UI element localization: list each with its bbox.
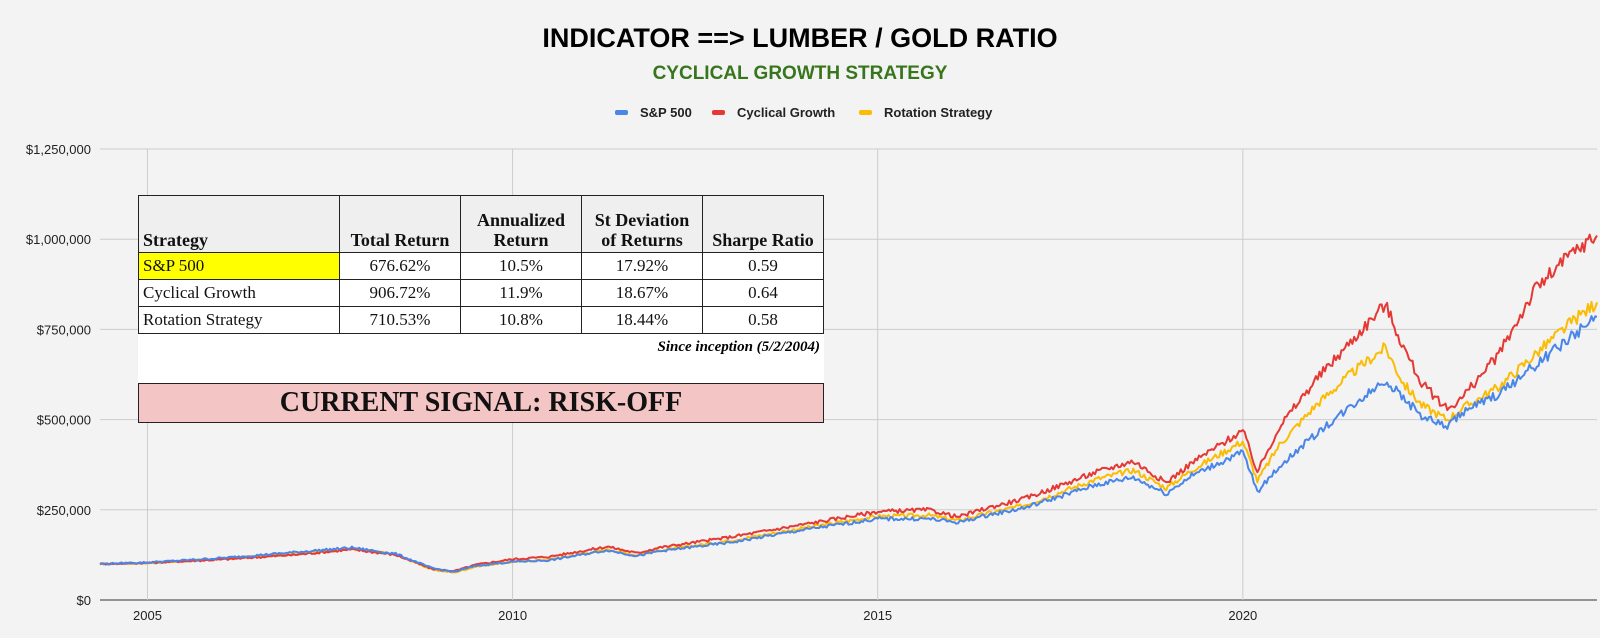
table-cell: 18.44% <box>581 306 703 334</box>
legend: S&P 500 Cyclical Growth Rotation Strategy <box>615 105 993 120</box>
y-tick-label: $1,000,000 <box>26 232 91 247</box>
plot-area <box>99 233 1598 574</box>
table-cell: 676.62% <box>339 252 461 280</box>
header-strategy: Strategy <box>138 195 340 253</box>
chart-subtitle: CYCLICAL GROWTH STRATEGY <box>653 63 948 84</box>
table-header-row: Strategy Total Return Annualized Return … <box>138 195 824 253</box>
table-cell: 0.64 <box>702 279 824 307</box>
performance-summary: Strategy Total Return Annualized Return … <box>138 195 824 423</box>
table-cell: 710.53% <box>339 306 461 334</box>
y-tick-label: $250,000 <box>37 503 91 518</box>
header-annualized-return: Annualized Return <box>460 195 582 253</box>
legend-label: Cyclical Growth <box>737 105 835 120</box>
table-cell: 10.5% <box>460 252 582 280</box>
table-cell: 10.8% <box>460 306 582 334</box>
table-cell: 18.67% <box>581 279 703 307</box>
header-st-deviation: St Deviation of Returns <box>581 195 703 253</box>
legend-label: Rotation Strategy <box>884 105 993 120</box>
table-cell: 0.59 <box>702 252 824 280</box>
y-tick-label: $500,000 <box>37 413 91 428</box>
header-total-return: Total Return <box>339 195 461 253</box>
series-line-s-p-500 <box>99 315 1598 573</box>
x-axis: 2005 2010 2015 2020 <box>133 608 1257 623</box>
y-tick-label: $750,000 <box>37 322 91 337</box>
inception-note: Since inception (5/2/2004) <box>657 339 821 355</box>
spacer <box>138 362 824 383</box>
table-cell-strategy: Rotation Strategy <box>138 306 340 334</box>
table-row: S&P 500 676.62% 10.5% 17.92% 0.59 <box>138 252 824 280</box>
legend-swatch <box>712 110 725 115</box>
current-signal-banner: CURRENT SIGNAL: RISK-OFF <box>138 383 824 423</box>
x-tick-label: 2005 <box>133 608 162 623</box>
legend-swatch <box>615 110 628 115</box>
performance-table: Strategy Total Return Annualized Return … <box>138 195 824 334</box>
x-tick-label: 2020 <box>1228 608 1257 623</box>
x-tick-label: 2015 <box>863 608 892 623</box>
table-cell: 11.9% <box>460 279 582 307</box>
table-cell-strategy: S&P 500 <box>138 252 340 280</box>
table-cell-strategy: Cyclical Growth <box>138 279 340 307</box>
table-cell: 17.92% <box>581 252 703 280</box>
table-cell: 906.72% <box>339 279 461 307</box>
header-sharpe-ratio: Sharpe Ratio <box>702 195 824 253</box>
y-axis: $0 $250,000 $500,000 $750,000 $1,000,000 $1,2… <box>26 142 91 608</box>
legend-label: S&P 500 <box>640 105 692 120</box>
table-row: Cyclical Growth 906.72% 11.9% 18.67% 0.6… <box>138 279 824 307</box>
legend-swatch <box>859 110 872 115</box>
inception-note-row: Since inception (5/2/2004) <box>138 334 824 362</box>
table-row: Rotation Strategy 710.53% 10.8% 18.44% 0… <box>138 306 824 334</box>
chart-title: INDICATOR ==> LUMBER / GOLD RATIO <box>542 23 1057 53</box>
x-tick-label: 2010 <box>498 608 527 623</box>
table-cell: 0.58 <box>702 306 824 334</box>
y-tick-label: $1,250,000 <box>26 142 91 157</box>
y-tick-label: $0 <box>77 593 91 608</box>
